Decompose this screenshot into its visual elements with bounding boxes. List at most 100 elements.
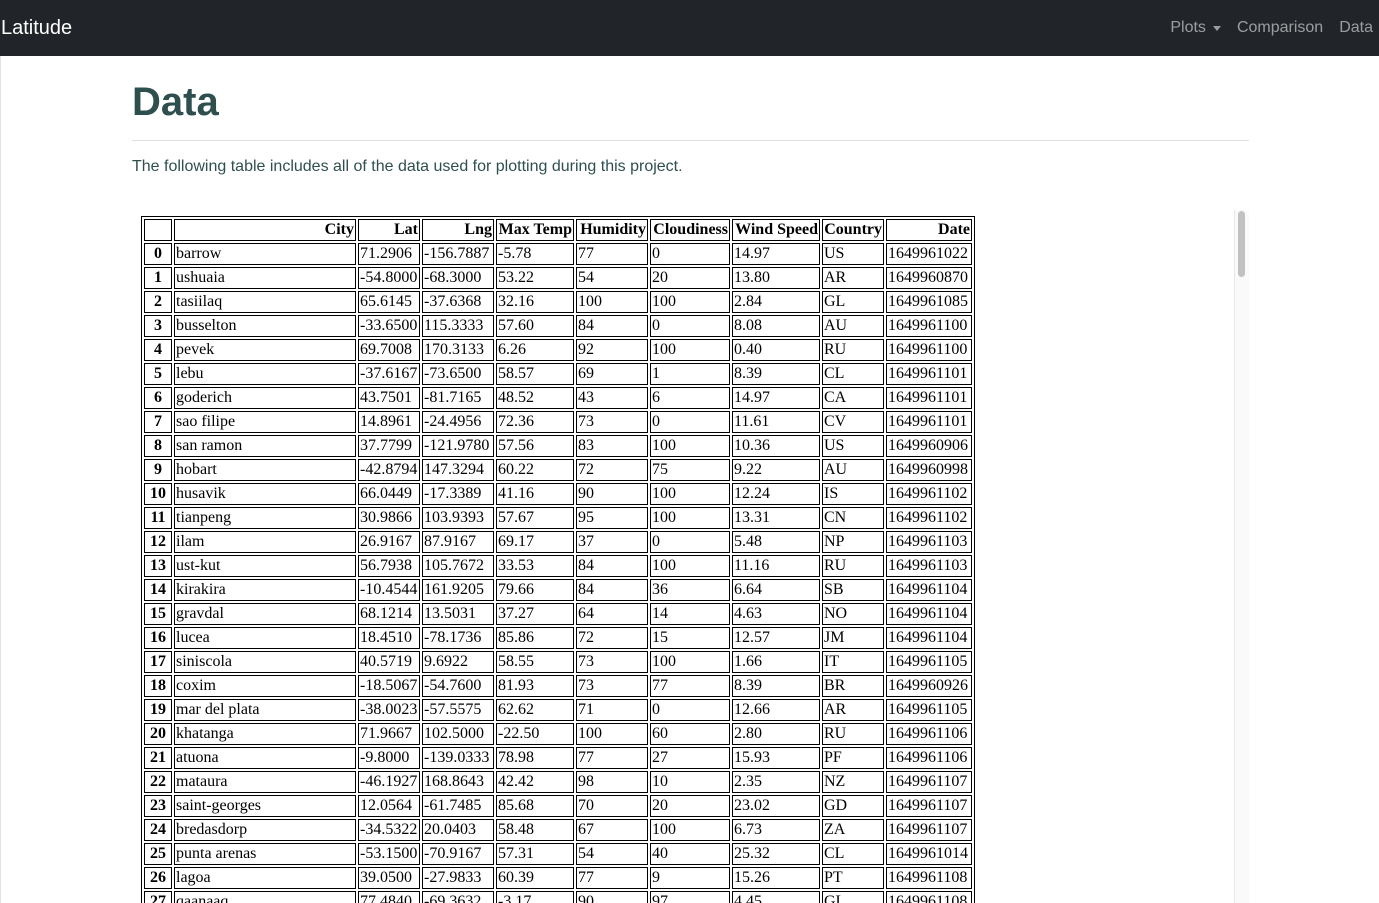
table-cell: 60.39 — [496, 867, 574, 889]
table-cell: goderich — [174, 387, 356, 409]
table-cell: 14.8961 — [358, 411, 420, 433]
table-cell: 70 — [576, 795, 648, 817]
table-cell: 103.9393 — [422, 507, 494, 529]
table-cell: 1649961104 — [886, 579, 972, 601]
table-cell: -22.50 — [496, 723, 574, 745]
table-cell: 84 — [576, 315, 648, 337]
table-cell: 64 — [576, 603, 648, 625]
table-cell: lebu — [174, 363, 356, 385]
table-cell: 56.7938 — [358, 555, 420, 577]
table-cell: khatanga — [174, 723, 356, 745]
table-cell: 54 — [576, 843, 648, 865]
table-cell: 100 — [650, 339, 730, 361]
table-cell: 9 — [650, 867, 730, 889]
table-cell: 33.53 — [496, 555, 574, 577]
table-cell: siniscola — [174, 651, 356, 673]
column-header: Wind Speed — [732, 219, 820, 241]
vertical-scrollbar[interactable] — [1234, 210, 1249, 903]
table-cell: -5.78 — [496, 243, 574, 265]
table-cell: GL — [822, 291, 884, 313]
table-cell: hobart — [174, 459, 356, 481]
table-cell: US — [822, 435, 884, 457]
table-cell: 90 — [576, 483, 648, 505]
table-cell: 100 — [576, 723, 648, 745]
row-index: 12 — [144, 531, 172, 553]
table-cell: tasiilaq — [174, 291, 356, 313]
table-cell: -17.3389 — [422, 483, 494, 505]
table-cell: 100 — [650, 291, 730, 313]
table-cell: 1649961103 — [886, 555, 972, 577]
table-cell: 0 — [650, 531, 730, 553]
table-cell: 0 — [650, 243, 730, 265]
table-scroll-container[interactable]: City Lat Lng Max Temp Humidity Cloudines… — [140, 210, 1249, 903]
table-row: 23 saint-georges 12.0564 -61.7485 85.68 70 20 2… — [144, 795, 972, 817]
table-row: 8 san ramon 37.7799 -121.9780 57.56 83 100 10.3… — [144, 435, 972, 457]
table-cell: 23.02 — [732, 795, 820, 817]
caret-down-icon — [1212, 26, 1221, 31]
table-cell: 147.3294 — [422, 459, 494, 481]
column-header: Humidity — [576, 219, 648, 241]
nav-comparison-link[interactable]: Comparison — [1236, 19, 1324, 36]
table-cell: 13.5031 — [422, 603, 494, 625]
table-cell: 13.31 — [732, 507, 820, 529]
table-cell: 1649961103 — [886, 531, 972, 553]
table-cell: 97 — [650, 891, 730, 903]
table-cell: 60 — [650, 723, 730, 745]
table-row: 4 pevek 69.7008 170.3133 6.26 92 100 0.40 RU 1649… — [144, 339, 972, 361]
row-index: 26 — [144, 867, 172, 889]
table-cell: 54 — [576, 267, 648, 289]
table-cell: 1649961108 — [886, 891, 972, 903]
table-header-row: City Lat Lng Max Temp Humidity Cloudines… — [144, 219, 972, 241]
table-cell: 20.0403 — [422, 819, 494, 841]
table-cell: 1649961107 — [886, 771, 972, 793]
table-cell: PF — [822, 747, 884, 769]
table-cell: 73 — [576, 675, 648, 697]
table-cell: SB — [822, 579, 884, 601]
nav-data-link[interactable]: Data — [1339, 19, 1373, 36]
table-cell: 1649961100 — [886, 315, 972, 337]
table-cell: -33.6500 — [358, 315, 420, 337]
table-row: 17 siniscola 40.5719 9.6922 58.55 73 100 1.66 IT… — [144, 651, 972, 673]
table-cell: lucea — [174, 627, 356, 649]
table-cell: 2.84 — [732, 291, 820, 313]
page-title: Data — [132, 80, 219, 124]
table-cell: 39.0500 — [358, 867, 420, 889]
table-cell: husavik — [174, 483, 356, 505]
table-cell: 5.48 — [732, 531, 820, 553]
table-cell: 32.16 — [496, 291, 574, 313]
table-cell: 14 — [650, 603, 730, 625]
table-cell: 115.3333 — [422, 315, 494, 337]
row-index: 23 — [144, 795, 172, 817]
row-index: 18 — [144, 675, 172, 697]
nav-plots-dropdown[interactable]: Plots — [1170, 18, 1221, 38]
table-cell: 85.86 — [496, 627, 574, 649]
table-cell: 1649961106 — [886, 747, 972, 769]
table-cell: 1649961102 — [886, 507, 972, 529]
table-cell: -81.7165 — [422, 387, 494, 409]
row-index: 19 — [144, 699, 172, 721]
column-header: Country — [822, 219, 884, 241]
table-cell: NP — [822, 531, 884, 553]
table-cell: 85.68 — [496, 795, 574, 817]
table-cell: 4.45 — [732, 891, 820, 903]
table-row: 26 lagoa 39.0500 -27.9833 60.39 77 9 15.26 PT 164… — [144, 867, 972, 889]
table-cell: -61.7485 — [422, 795, 494, 817]
brand-link[interactable]: Latitude — [1, 17, 73, 39]
row-index: 27 — [144, 891, 172, 903]
scrollbar-thumb[interactable] — [1238, 211, 1245, 277]
table-cell: 81.93 — [496, 675, 574, 697]
table-cell: 10.36 — [732, 435, 820, 457]
table-cell: BR — [822, 675, 884, 697]
table-cell: -156.7887 — [422, 243, 494, 265]
table-row: 18 coxim -18.5067 -54.7600 81.93 73 77 8.39 BR 16… — [144, 675, 972, 697]
table-cell: -10.4544 — [358, 579, 420, 601]
table-cell: 6 — [650, 387, 730, 409]
table-row: 24 bredasdorp -34.5322 20.0403 58.48 67 100 6.7… — [144, 819, 972, 841]
table-cell: 1649961104 — [886, 603, 972, 625]
row-index: 10 — [144, 483, 172, 505]
table-cell: 12.57 — [732, 627, 820, 649]
table-cell: qaanaaq — [174, 891, 356, 903]
table-cell: 72 — [576, 459, 648, 481]
table-cell: 58.57 — [496, 363, 574, 385]
table-cell: 73 — [576, 651, 648, 673]
